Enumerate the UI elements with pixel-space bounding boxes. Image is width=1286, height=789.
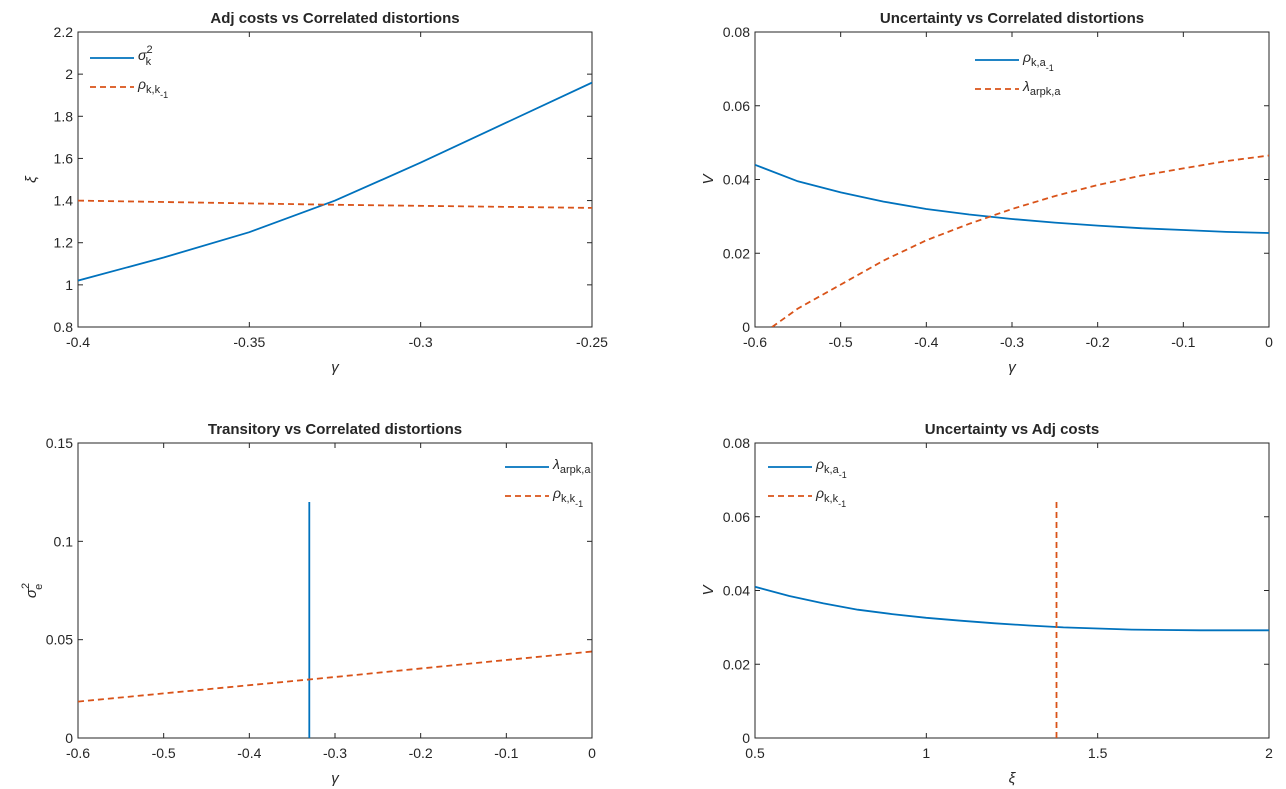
- y-axis-label: σ2e: [20, 583, 45, 598]
- x-tick-label: -0.1: [494, 745, 518, 761]
- y-axis-label: V: [700, 584, 717, 596]
- x-tick-label: -0.4: [237, 745, 261, 761]
- legend-label-2: ρk,k-1: [815, 485, 846, 509]
- x-tick-label: -0.35: [233, 334, 265, 350]
- y-tick-label: 0.08: [723, 435, 750, 451]
- series-line-1: [78, 81, 592, 282]
- legend-label-1: ρk,a-1: [815, 456, 847, 480]
- y-tick-label: 0: [742, 730, 750, 746]
- y-tick-label: 1.8: [54, 108, 74, 124]
- x-tick-label: 0.5: [745, 745, 765, 761]
- plot-area: [754, 442, 1270, 739]
- y-tick-label: 1.4: [54, 193, 74, 209]
- x-tick-label: -0.4: [66, 334, 90, 350]
- series-line-2: [771, 154, 1269, 327]
- x-tick-label: -0.3: [1000, 334, 1024, 350]
- y-tick-label: 0.06: [723, 98, 750, 114]
- x-tick-label: -0.2: [409, 745, 433, 761]
- x-tick-label: -0.1: [1171, 334, 1195, 350]
- series-line-2: [78, 650, 592, 703]
- chart-title: Uncertainty vs Correlated distortions: [880, 10, 1144, 27]
- y-tick-label: 0.08: [723, 24, 750, 40]
- y-tick-label: 0: [742, 319, 750, 335]
- series-line-1: [755, 585, 1269, 632]
- x-tick-label: -0.4: [914, 334, 938, 350]
- y-tick-label: 0.05: [46, 632, 73, 648]
- y-tick-label: 0.04: [723, 583, 750, 599]
- y-tick-label: 1.2: [54, 235, 74, 251]
- y-tick-label: 0.8: [54, 319, 74, 335]
- x-tick-label: -0.3: [323, 745, 347, 761]
- x-tick-label: -0.6: [66, 745, 90, 761]
- plot-area: [77, 442, 593, 739]
- series-line-1: [755, 163, 1269, 234]
- y-tick-label: 1: [65, 277, 73, 293]
- x-tick-label: -0.25: [576, 334, 608, 350]
- chart-4: 0.5 1 1.5 2 0 0.02 0.04 0.06 0.08 Uncertainty vs …: [700, 421, 1273, 787]
- x-tick-label: 0: [1265, 334, 1273, 350]
- x-tick-label: -0.2: [1086, 334, 1110, 350]
- y-tick-label: 1.6: [54, 150, 74, 166]
- chart-title: Adj costs vs Correlated distortions: [210, 10, 459, 27]
- x-tick-label: -0.5: [152, 745, 176, 761]
- x-axis-label: ξ: [1009, 770, 1017, 787]
- legend-label-2: ρk,k-1: [137, 76, 168, 100]
- x-axis-label: γ: [1008, 359, 1017, 376]
- x-tick-label: -0.5: [829, 334, 853, 350]
- chart-1: -0.4 -0.35 -0.3 -0.25 0.8 1 1.2 1.4 1.6 1.8 2 2.2 Ad…: [23, 10, 608, 376]
- x-tick-label: 1.5: [1088, 745, 1108, 761]
- chart-title: Transitory vs Correlated distortions: [208, 421, 462, 438]
- y-tick-label: 2.2: [54, 24, 74, 40]
- x-axis-label: γ: [331, 770, 340, 787]
- plot-area: [77, 31, 593, 328]
- chart-title: Uncertainty vs Adj costs: [925, 421, 1100, 438]
- x-tick-label: 2: [1265, 745, 1273, 761]
- x-tick-label: 0: [588, 745, 596, 761]
- y-tick-label: 0.02: [723, 656, 750, 672]
- chart-3: -0.6 -0.5 -0.4 -0.3 -0.2 -0.1 0 0 0.05 0.1 0.15 Tra…: [20, 421, 596, 787]
- legend-label-1: ρk,a-1: [1022, 49, 1054, 73]
- y-tick-label: 0.15: [46, 435, 73, 451]
- y-tick-label: 0.02: [723, 245, 750, 261]
- y-tick-label: 2: [65, 66, 73, 82]
- plot-area: [754, 31, 1270, 328]
- x-tick-label: 1: [922, 745, 930, 761]
- legend-label-1: σ2 k: [138, 44, 153, 68]
- x-axis-label: γ: [331, 359, 340, 376]
- y-tick-label: 0.1: [54, 533, 74, 549]
- x-tick-label: -0.3: [409, 334, 433, 350]
- series-line-2: [78, 199, 592, 209]
- x-tick-label: -0.6: [743, 334, 767, 350]
- y-tick-label: 0.04: [723, 172, 750, 188]
- y-axis-label: V: [700, 173, 717, 185]
- legend-label-1: λarpk,a: [552, 456, 591, 476]
- legend-label-2: ρk,k-1: [552, 485, 583, 509]
- chart-2: -0.6 -0.5 -0.4 -0.3 -0.2 -0.1 0 0 0.02 0.04 0.06 0.…: [700, 10, 1273, 376]
- y-axis-label: ξ: [23, 175, 40, 183]
- y-tick-label: 0: [65, 730, 73, 746]
- y-tick-label: 0.06: [723, 509, 750, 525]
- legend-label-2: λarpk,a: [1022, 78, 1061, 98]
